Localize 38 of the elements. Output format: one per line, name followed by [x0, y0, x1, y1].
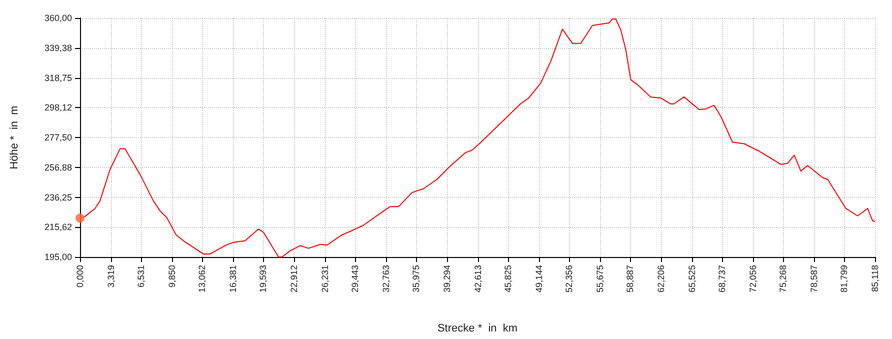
x-tick-label: 81,799	[839, 265, 849, 293]
x-tick-label: 58,887	[625, 265, 636, 293]
x-tick-label: 3,319	[106, 265, 116, 288]
x-tick-label: 52,356	[564, 265, 574, 293]
x-tick-label: 78,587	[809, 265, 819, 293]
x-tick-label: 13,062	[197, 265, 207, 293]
x-tick-label: 19,593	[258, 265, 268, 293]
x-tick-label: 26,231	[320, 265, 330, 293]
y-axis-title: Höhe * in m	[8, 106, 20, 170]
x-tick-label: 65,525	[687, 265, 697, 293]
x-tick-label: 16,381	[228, 265, 238, 293]
y-tick-label: 236,25	[44, 192, 72, 202]
x-tick-label: 0,000	[75, 265, 85, 288]
x-tick-label: 35,975	[411, 265, 422, 293]
y-tick-label: 298,12	[44, 102, 72, 113]
x-tick-label: 49,144	[534, 265, 544, 293]
y-tick-label: 360,00	[44, 13, 72, 23]
x-tick-label: 42,613	[473, 265, 484, 293]
y-tick-label: 318,75	[44, 72, 72, 83]
x-tick-label: 22,912	[288, 265, 299, 293]
y-tick-label: 215,62	[44, 222, 72, 232]
x-axis-title: Strecke * in km	[437, 322, 518, 334]
y-tick-label: 339,38	[44, 42, 72, 53]
x-tick-label: 75,268	[778, 265, 788, 293]
x-tick-label: 9,850	[167, 265, 177, 288]
x-tick-label: 72,056	[748, 265, 758, 293]
x-tick-label: 85,118	[870, 265, 880, 292]
x-tick-label: 29,443	[350, 265, 360, 293]
x-tick-label: 55,675	[595, 265, 606, 293]
x-tick-label: 32,763	[381, 265, 392, 293]
x-tick-label: 62,206	[656, 265, 666, 293]
x-tick-label: 39,294	[442, 265, 452, 293]
x-tick-label: 6,531	[136, 265, 146, 288]
y-tick-label: 195,00	[44, 252, 72, 262]
x-tick-label: 45,825	[503, 265, 514, 293]
x-tick-label: 68,737	[717, 265, 727, 293]
y-tick-label: 256,88	[44, 162, 72, 172]
y-tick-label: 277,50	[44, 132, 72, 142]
